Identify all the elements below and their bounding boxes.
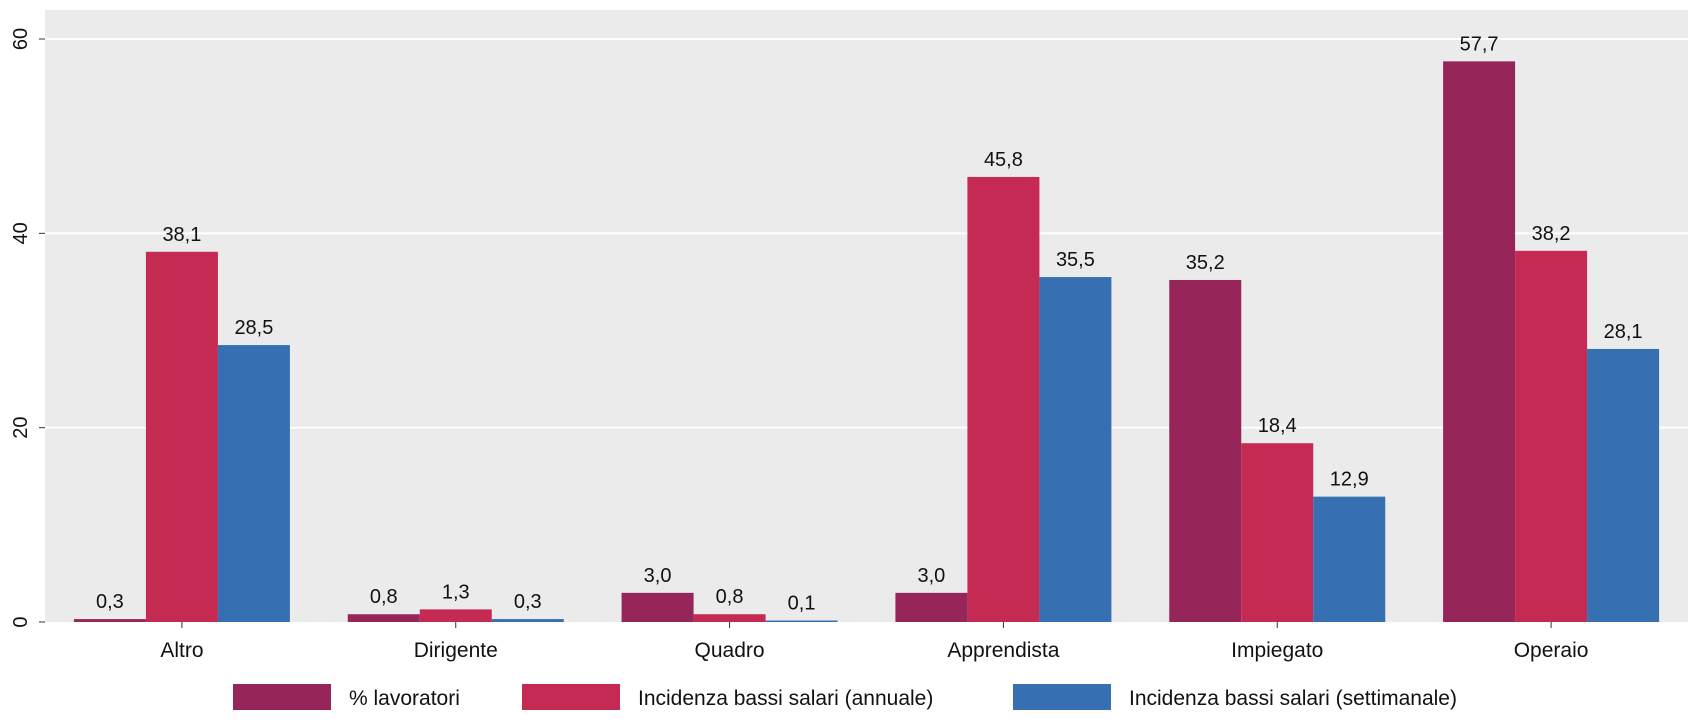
- data-label: 0,8: [716, 586, 744, 608]
- legend-swatch: [233, 684, 331, 710]
- data-label: 35,2: [1186, 252, 1225, 274]
- data-label: 0,1: [788, 593, 816, 615]
- bar-quadro-series-1: [621, 592, 694, 622]
- bar-altro-series-1: [73, 619, 146, 622]
- data-label: 1,3: [442, 581, 470, 603]
- bar-altro-series-2: [145, 251, 218, 623]
- bar-impiegato-series-2: [1241, 443, 1314, 622]
- legend-label: Incidenza bassi salari (annuale): [638, 687, 933, 710]
- y-tick-label: 20: [10, 417, 32, 439]
- bar-impiegato-series-1: [1169, 279, 1242, 622]
- bar-operaio-series-3: [1587, 348, 1660, 622]
- grid: [45, 38, 1688, 429]
- bar-apprendista-series-2: [967, 176, 1040, 622]
- data-label: 3,0: [918, 565, 946, 587]
- y-axis: 0 20 40 60: [10, 28, 45, 628]
- x-tick-label: Altro: [160, 639, 203, 662]
- data-label: 18,4: [1258, 415, 1297, 437]
- data-label: 0,8: [370, 586, 398, 608]
- x-tick-label: Apprendista: [947, 639, 1059, 662]
- x-axis: Altro Dirigente Quadro Apprendista Impiegato…: [160, 622, 1588, 662]
- bar-apprendista-series-1: [895, 592, 968, 622]
- data-label: 38,2: [1532, 223, 1571, 245]
- bars: [73, 61, 1660, 623]
- x-tick-label: Operaio: [1514, 639, 1589, 662]
- bar-apprendista-series-3: [1039, 277, 1112, 622]
- data-label: 12,9: [1330, 469, 1369, 491]
- data-label: 3,0: [644, 565, 672, 587]
- x-tick-label: Quadro: [695, 639, 765, 662]
- data-label: 45,8: [984, 149, 1023, 171]
- bar-quadro-series-3: [765, 620, 838, 622]
- bar-quadro-series-2: [693, 614, 766, 622]
- y-tick-label: 60: [10, 28, 32, 50]
- bar-operaio-series-2: [1515, 250, 1588, 622]
- data-label: 0,3: [514, 591, 542, 613]
- data-label: 28,1: [1604, 321, 1643, 343]
- bar-operaio-series-1: [1443, 61, 1516, 623]
- data-label: 35,5: [1056, 249, 1095, 271]
- data-label: 57,7: [1460, 33, 1499, 55]
- bar-altro-series-3: [217, 345, 290, 622]
- y-tick-label: 0: [10, 616, 32, 627]
- legend-swatch: [522, 684, 620, 710]
- bar-dirigente-series-2: [419, 609, 492, 622]
- y-tick-label: 40: [10, 222, 32, 244]
- value-labels: 0,3 38,1 28,5 0,8 1,3 0,3 3,0 0,8 0,1 3,0 45,8 35,5…: [96, 33, 1643, 614]
- data-label: 0,3: [96, 591, 124, 613]
- bar-dirigente-series-3: [491, 619, 564, 622]
- legend-label: % lavoratori: [349, 687, 460, 710]
- data-label: 38,1: [162, 224, 201, 246]
- bar-dirigente-series-1: [347, 614, 420, 622]
- x-tick-label: Dirigente: [414, 639, 498, 662]
- legend: % lavoratori Incidenza bassi salari (annu…: [233, 684, 1457, 710]
- plot-background: [45, 10, 1688, 622]
- bar-impiegato-series-3: [1313, 496, 1386, 622]
- legend-swatch: [1013, 684, 1111, 710]
- legend-label: Incidenza bassi salari (settimanale): [1129, 687, 1457, 710]
- data-label: 28,5: [234, 317, 273, 339]
- x-tick-label: Impiegato: [1231, 639, 1323, 662]
